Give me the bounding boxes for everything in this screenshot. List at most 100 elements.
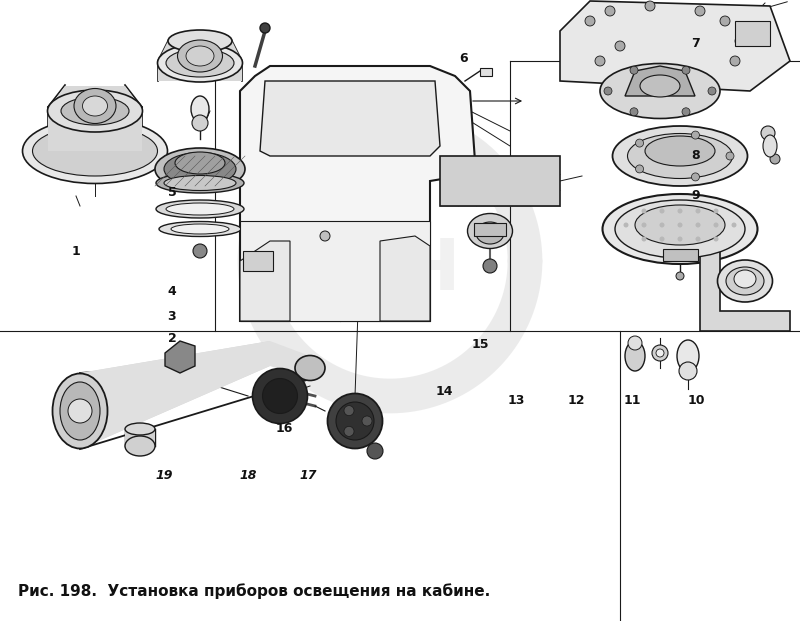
Polygon shape xyxy=(48,86,142,151)
Text: 13: 13 xyxy=(507,394,525,407)
Text: 17: 17 xyxy=(299,469,317,481)
Ellipse shape xyxy=(600,63,720,119)
Circle shape xyxy=(659,209,665,214)
Ellipse shape xyxy=(191,96,209,122)
Ellipse shape xyxy=(82,96,107,116)
Ellipse shape xyxy=(602,194,758,264)
Text: 9: 9 xyxy=(692,189,700,202)
Polygon shape xyxy=(474,223,506,236)
Ellipse shape xyxy=(726,267,764,295)
Ellipse shape xyxy=(74,89,116,124)
Ellipse shape xyxy=(336,402,374,440)
Circle shape xyxy=(344,427,354,437)
Circle shape xyxy=(714,222,718,227)
Text: 6: 6 xyxy=(460,53,468,65)
Ellipse shape xyxy=(253,368,307,424)
Bar xyxy=(243,251,273,271)
Ellipse shape xyxy=(164,153,236,186)
Ellipse shape xyxy=(168,30,232,52)
Circle shape xyxy=(676,272,684,280)
Circle shape xyxy=(595,56,605,66)
Polygon shape xyxy=(700,241,790,331)
Circle shape xyxy=(695,6,705,16)
Polygon shape xyxy=(260,81,440,156)
Ellipse shape xyxy=(53,373,107,448)
Circle shape xyxy=(483,259,497,273)
Circle shape xyxy=(708,87,716,95)
Text: 4: 4 xyxy=(168,286,176,298)
Circle shape xyxy=(605,6,615,16)
Polygon shape xyxy=(240,221,430,321)
Circle shape xyxy=(714,237,718,242)
Text: 5: 5 xyxy=(168,186,176,199)
Text: С: С xyxy=(323,217,377,286)
Circle shape xyxy=(682,108,690,116)
Circle shape xyxy=(678,237,682,242)
Polygon shape xyxy=(560,1,790,91)
Circle shape xyxy=(695,209,701,214)
Circle shape xyxy=(635,139,643,147)
Polygon shape xyxy=(125,431,155,446)
Ellipse shape xyxy=(476,222,504,244)
Ellipse shape xyxy=(625,341,645,371)
Polygon shape xyxy=(158,41,242,81)
Ellipse shape xyxy=(158,44,242,82)
Polygon shape xyxy=(240,66,475,321)
Bar xyxy=(440,156,560,206)
Bar xyxy=(735,21,770,46)
Text: Ч: Ч xyxy=(401,237,459,306)
Circle shape xyxy=(682,66,690,75)
Polygon shape xyxy=(380,236,430,321)
Circle shape xyxy=(630,66,638,75)
Circle shape xyxy=(731,222,737,227)
Ellipse shape xyxy=(125,436,155,456)
Circle shape xyxy=(192,115,208,131)
Circle shape xyxy=(362,416,372,426)
Circle shape xyxy=(691,173,699,181)
Ellipse shape xyxy=(178,40,222,72)
Ellipse shape xyxy=(156,173,244,193)
Text: 10: 10 xyxy=(687,394,705,407)
Polygon shape xyxy=(80,341,310,449)
Circle shape xyxy=(678,209,682,214)
Circle shape xyxy=(193,244,207,258)
Circle shape xyxy=(679,362,697,380)
Circle shape xyxy=(623,222,629,227)
Circle shape xyxy=(367,443,383,459)
Circle shape xyxy=(695,222,701,227)
Ellipse shape xyxy=(171,224,229,234)
Circle shape xyxy=(695,237,701,242)
Circle shape xyxy=(642,209,646,214)
Text: 3: 3 xyxy=(168,310,176,323)
Ellipse shape xyxy=(166,203,234,215)
Ellipse shape xyxy=(164,176,236,191)
Text: Рис. 198.  Установка приборов освещения на кабине.: Рис. 198. Установка приборов освещения н… xyxy=(18,583,490,599)
Ellipse shape xyxy=(47,90,142,132)
Text: 1: 1 xyxy=(72,245,80,258)
Text: 11: 11 xyxy=(623,394,641,407)
Circle shape xyxy=(628,336,642,350)
Ellipse shape xyxy=(763,135,777,157)
Text: 15: 15 xyxy=(471,338,489,351)
Ellipse shape xyxy=(327,394,382,448)
Circle shape xyxy=(645,1,655,11)
Ellipse shape xyxy=(635,205,725,245)
Circle shape xyxy=(691,131,699,139)
Ellipse shape xyxy=(61,97,129,125)
Circle shape xyxy=(615,41,625,51)
Ellipse shape xyxy=(166,49,234,77)
Ellipse shape xyxy=(645,136,715,166)
Circle shape xyxy=(678,222,682,227)
Circle shape xyxy=(344,406,354,415)
Circle shape xyxy=(652,345,668,361)
Circle shape xyxy=(659,237,665,242)
Ellipse shape xyxy=(640,75,680,97)
Polygon shape xyxy=(80,341,270,449)
Text: 18: 18 xyxy=(239,469,257,481)
Circle shape xyxy=(320,231,330,241)
Circle shape xyxy=(730,56,740,66)
Circle shape xyxy=(659,222,665,227)
Circle shape xyxy=(714,209,718,214)
Circle shape xyxy=(642,222,646,227)
Bar xyxy=(480,68,492,76)
